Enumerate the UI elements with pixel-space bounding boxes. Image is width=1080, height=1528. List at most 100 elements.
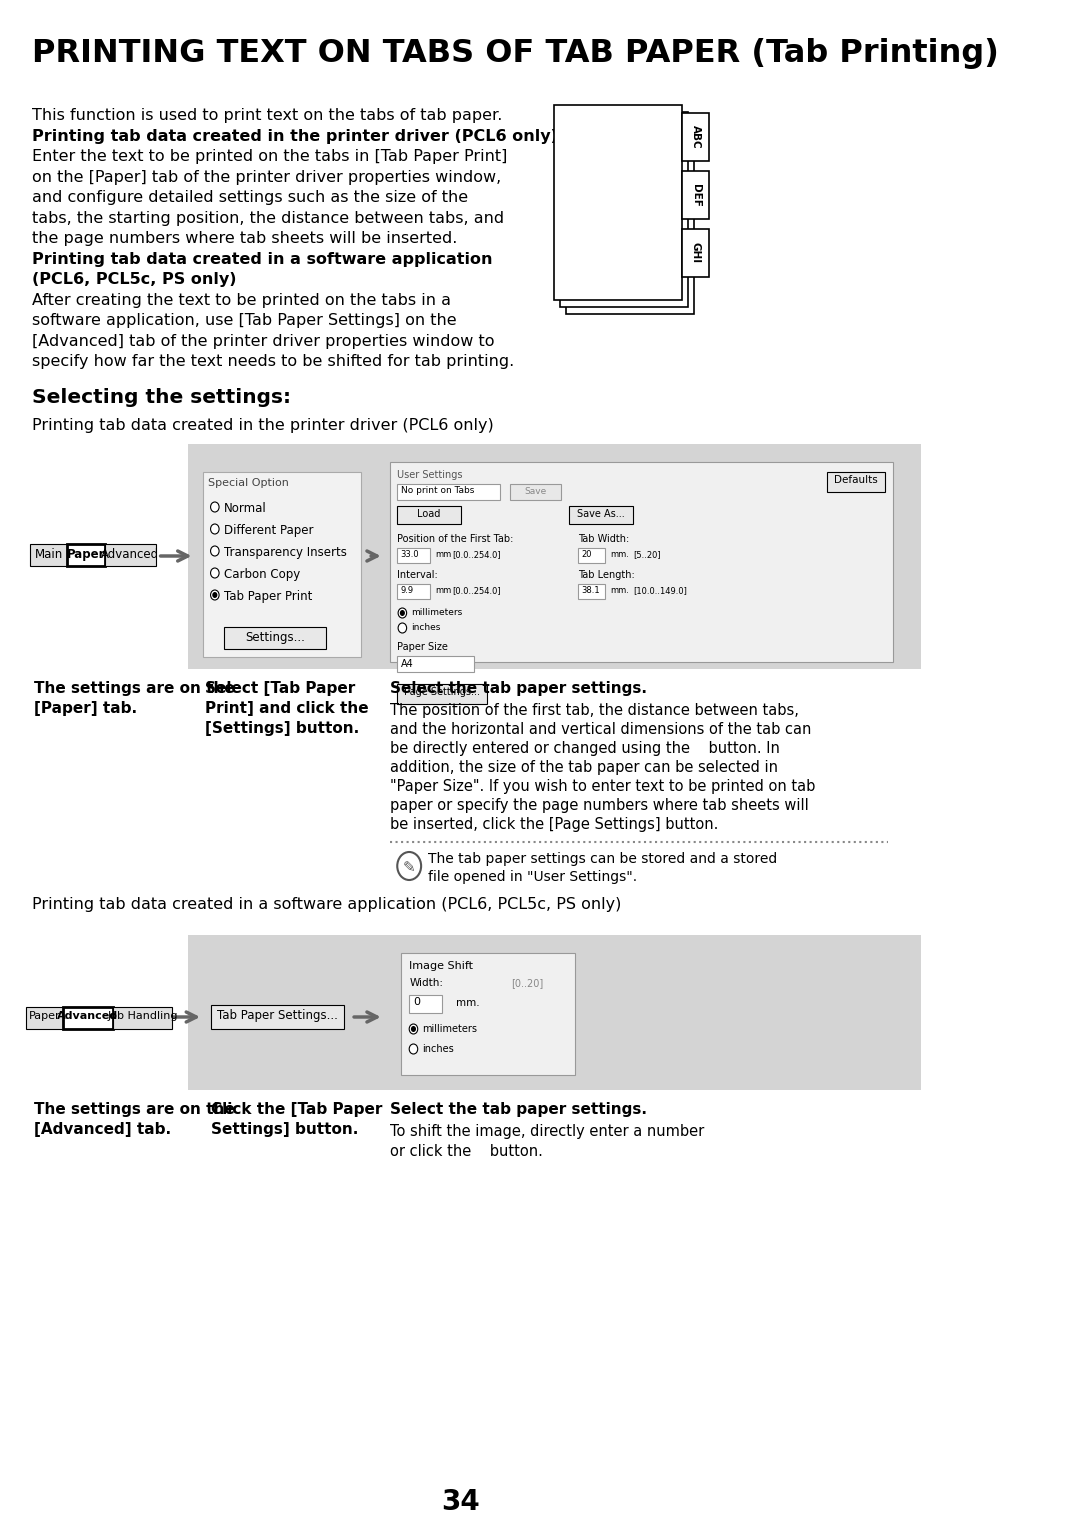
Text: Tab Length:: Tab Length: (578, 570, 635, 581)
Text: After creating the text to be printed on the tabs in a: After creating the text to be printed on… (32, 292, 451, 307)
Bar (566, 119, 694, 313)
Text: Load: Load (417, 509, 441, 520)
Bar (827, 472, 885, 492)
Text: Select the tab paper settings.: Select the tab paper settings. (391, 1102, 647, 1117)
Text: mm.: mm. (456, 998, 480, 1008)
Text: (PCL6, PCL5c, PS only): (PCL6, PCL5c, PS only) (32, 272, 237, 287)
Bar (188, 935, 379, 1089)
Text: Transparency Inserts: Transparency Inserts (225, 545, 347, 559)
Text: addition, the size of the tab paper can be selected in: addition, the size of the tab paper can … (391, 759, 779, 775)
Text: Main: Main (35, 549, 63, 561)
Text: DEF: DEF (690, 183, 701, 206)
Text: Paper Size: Paper Size (397, 642, 448, 652)
Bar (409, 995, 442, 1013)
Bar (212, 1005, 343, 1028)
Bar (510, 484, 561, 500)
Text: Select the tab paper settings.: Select the tab paper settings. (391, 681, 647, 695)
Text: The settings are on the: The settings are on the (35, 681, 234, 695)
Text: 0: 0 (414, 996, 420, 1007)
Bar (569, 506, 633, 524)
Text: The tab paper settings can be stored and a stored: The tab paper settings can be stored and… (428, 853, 778, 866)
Circle shape (409, 1024, 418, 1034)
Text: [10.0..149.0]: [10.0..149.0] (633, 587, 687, 594)
Text: specify how far the text needs to be shifted for tab printing.: specify how far the text needs to be shi… (32, 354, 515, 368)
Text: The settings are on the: The settings are on the (35, 1102, 234, 1117)
Text: Advanced: Advanced (102, 549, 160, 561)
Text: ABC: ABC (690, 125, 701, 148)
Text: Tab Paper Settings...: Tab Paper Settings... (217, 1008, 338, 1022)
Text: PRINTING TEXT ON TABS OF TAB PAPER (Tab Printing): PRINTING TEXT ON TABS OF TAB PAPER (Tab … (32, 38, 999, 69)
Bar (203, 472, 361, 657)
Bar (26, 1007, 63, 1028)
Text: Tab Width:: Tab Width: (578, 533, 630, 544)
Bar (578, 584, 605, 599)
Text: Carbon Copy: Carbon Copy (225, 568, 300, 581)
Bar (397, 584, 430, 599)
Text: Print] and click the: Print] and click the (204, 701, 368, 717)
Text: millimeters: millimeters (422, 1024, 477, 1034)
Bar (681, 171, 710, 219)
Text: tabs, the starting position, the distance between tabs, and: tabs, the starting position, the distanc… (32, 211, 504, 226)
Bar (681, 229, 710, 277)
Text: Settings] button.: Settings] button. (212, 1122, 359, 1137)
Text: Paper: Paper (28, 1012, 60, 1021)
Bar (397, 656, 474, 672)
Circle shape (211, 503, 219, 512)
Text: mm: mm (435, 550, 451, 559)
Text: [Advanced] tab of the printer driver properties window to: [Advanced] tab of the printer driver pro… (32, 333, 495, 348)
Text: [Advanced] tab.: [Advanced] tab. (35, 1122, 172, 1137)
Text: [0..20]: [0..20] (512, 978, 543, 989)
Text: No print on Tabs: No print on Tabs (401, 486, 474, 495)
Text: Image Shift: Image Shift (409, 961, 473, 970)
Text: [Paper] tab.: [Paper] tab. (35, 701, 137, 717)
Circle shape (397, 853, 421, 880)
Text: GHI: GHI (690, 243, 701, 263)
Circle shape (409, 1044, 418, 1054)
Text: Tab Paper Print: Tab Paper Print (225, 590, 312, 604)
Text: inches: inches (422, 1044, 454, 1054)
Text: Normal: Normal (225, 503, 267, 515)
Text: the page numbers where tab sheets will be inserted.: the page numbers where tab sheets will b… (32, 231, 458, 246)
Circle shape (211, 545, 219, 556)
Bar (112, 1007, 172, 1028)
Text: Printing tab data created in a software application: Printing tab data created in a software … (32, 252, 492, 266)
Bar (397, 549, 430, 562)
Text: Interval:: Interval: (397, 570, 438, 581)
Bar (397, 685, 487, 704)
Bar (30, 544, 67, 565)
Text: [0.0..254.0]: [0.0..254.0] (451, 550, 500, 559)
Circle shape (399, 608, 407, 617)
Bar (578, 549, 605, 562)
Bar (681, 113, 710, 160)
Text: paper or specify the page numbers where tab sheets will: paper or specify the page numbers where … (391, 798, 809, 813)
Circle shape (211, 524, 219, 533)
Text: and configure detailed settings such as the size of the: and configure detailed settings such as … (32, 189, 469, 205)
Circle shape (400, 610, 405, 616)
Text: A4: A4 (401, 659, 414, 669)
Bar (401, 953, 576, 1076)
Text: 38.1: 38.1 (581, 587, 600, 594)
Text: Printing tab data created in the printer driver (PCL6 only): Printing tab data created in the printer… (32, 128, 558, 144)
Text: Paper: Paper (67, 549, 106, 561)
Bar (391, 461, 893, 662)
Text: Width:: Width: (409, 978, 443, 989)
Text: file opened in "User Settings".: file opened in "User Settings". (428, 869, 637, 885)
Circle shape (211, 568, 219, 578)
Text: Defaults: Defaults (834, 475, 878, 484)
Text: Save As...: Save As... (577, 509, 625, 520)
Text: This function is used to print text on the tabs of tab paper.: This function is used to print text on t… (32, 108, 503, 122)
Text: Click the [Tab Paper: Click the [Tab Paper (212, 1102, 382, 1117)
Text: [0.0..254.0]: [0.0..254.0] (451, 587, 500, 594)
Bar (67, 544, 105, 565)
Bar (379, 445, 920, 669)
Bar (397, 506, 461, 524)
Text: millimeters: millimeters (410, 608, 462, 617)
Text: be inserted, click the [Page Settings] button.: be inserted, click the [Page Settings] b… (391, 817, 719, 833)
Bar (188, 445, 379, 669)
Text: and the horizontal and vertical dimensions of the tab can: and the horizontal and vertical dimensio… (391, 723, 812, 736)
Bar (379, 935, 920, 1089)
Text: The position of the first tab, the distance between tabs,: The position of the first tab, the dista… (391, 703, 799, 718)
Bar (63, 1007, 112, 1028)
Text: Page Settings...: Page Settings... (404, 688, 480, 697)
Text: mm.: mm. (610, 550, 630, 559)
